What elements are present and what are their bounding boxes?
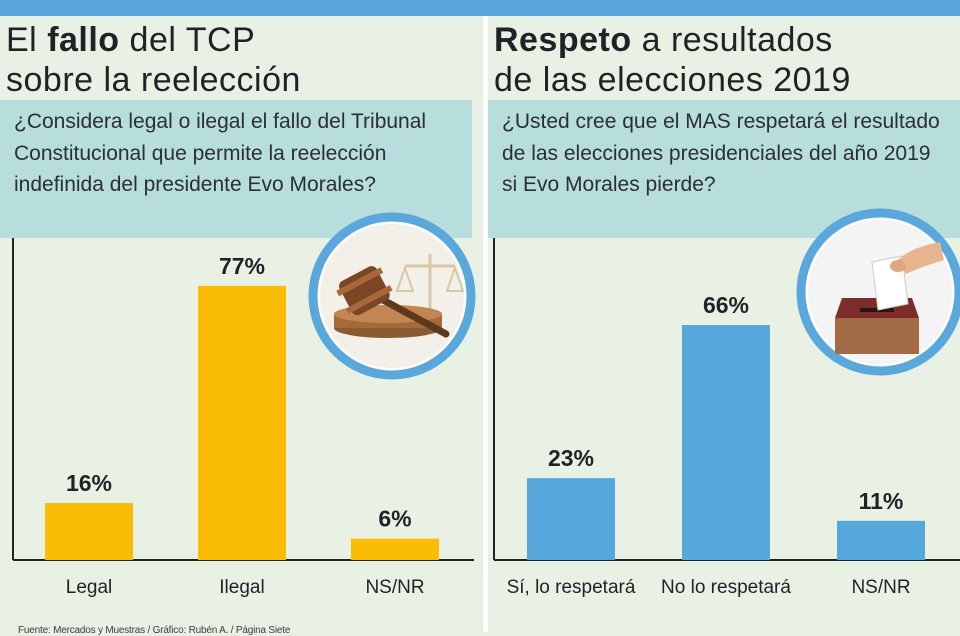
right-question-text: ¿Usted cree que el MAS respetará el resu… — [502, 110, 940, 196]
left-category-label-3: NS/NR — [365, 577, 424, 598]
left-bar-3 — [351, 538, 439, 560]
right-chart-title: Respeto a resultados de las elecciones 2… — [494, 20, 960, 100]
left-value-label-3: 6% — [378, 506, 411, 532]
left-category-label-2: Ilegal — [219, 577, 264, 598]
left-bar-2 — [198, 285, 286, 560]
right-question-box: ¿Usted cree que el MAS respetará el resu… — [488, 100, 960, 238]
right-chart: 23% Sí, lo respetará 66% No lo respetará 11%… — [493, 238, 960, 598]
left-chart-panel: 16% Legal 77% Ilegal 6% NS/NR El fallo del TC… — [0, 16, 482, 636]
right-title-suffix: a resultados — [631, 21, 833, 59]
left-chart-title: El fallo del TCP sobre la reelección — [6, 20, 476, 100]
right-title-bold: Respeto — [494, 21, 632, 59]
top-accent-bar — [0, 0, 960, 16]
left-value-label-2: 77% — [219, 253, 265, 279]
right-title-line2: de las elecciones 2019 — [494, 61, 851, 99]
right-value-label-3: 11% — [859, 488, 904, 514]
left-title-prefix: El — [6, 21, 48, 59]
left-title-line2: sobre la reelección — [6, 61, 301, 99]
right-value-label-1: 23% — [548, 445, 594, 471]
right-chart-panel: 23% Sí, lo respetará 66% No lo respetará 11%… — [488, 16, 960, 616]
panel-divider — [483, 16, 488, 632]
right-bar-2 — [682, 325, 770, 560]
right-bar-3 — [837, 520, 925, 560]
right-category-label-1: Sí, lo respetará — [507, 577, 636, 598]
left-question-box: ¿Considera legal o ilegal el fallo del T… — [0, 100, 472, 238]
right-category-label-3: NS/NR — [851, 577, 910, 598]
right-category-label-2: No lo respetará — [661, 577, 791, 598]
source-note: Fuente: Mercados y Muestras / Gráfico: R… — [18, 625, 291, 636]
right-value-label-2: 66% — [703, 292, 749, 318]
left-title-suffix: del TCP — [119, 21, 256, 59]
left-chart: 16% Legal 77% Ilegal 6% NS/NR — [12, 238, 474, 598]
left-category-label-1: Legal — [66, 577, 113, 598]
left-question-text: ¿Considera legal o ilegal el fallo del T… — [14, 110, 427, 196]
left-title-bold: fallo — [47, 21, 120, 59]
left-bar-1 — [45, 503, 133, 560]
right-bar-1 — [527, 478, 615, 560]
left-value-label-1: 16% — [66, 470, 112, 496]
